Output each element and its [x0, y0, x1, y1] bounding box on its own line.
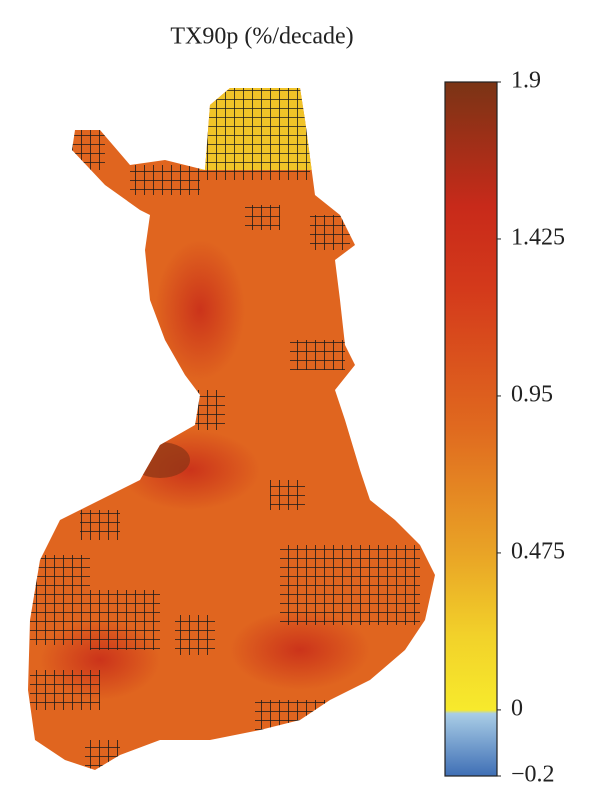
finland-map — [28, 88, 435, 770]
colorbar-tick-label: −0.2 — [511, 762, 555, 788]
colorbar — [444, 81, 498, 777]
colorbar-tick-label: 0.475 — [511, 538, 565, 564]
colorbar-tick-label: 0.95 — [511, 381, 553, 407]
map-title: TX90p (%/decade) — [170, 24, 353, 50]
colorbar-tick-label: 1.425 — [511, 224, 565, 250]
colorbar-tick-label: 1.9 — [511, 68, 541, 94]
colorbar-ticks: 1.9 1.425 0.95 0.475 0 −0.2 — [497, 68, 565, 788]
colorbar-tick-label: 0 — [511, 695, 523, 721]
